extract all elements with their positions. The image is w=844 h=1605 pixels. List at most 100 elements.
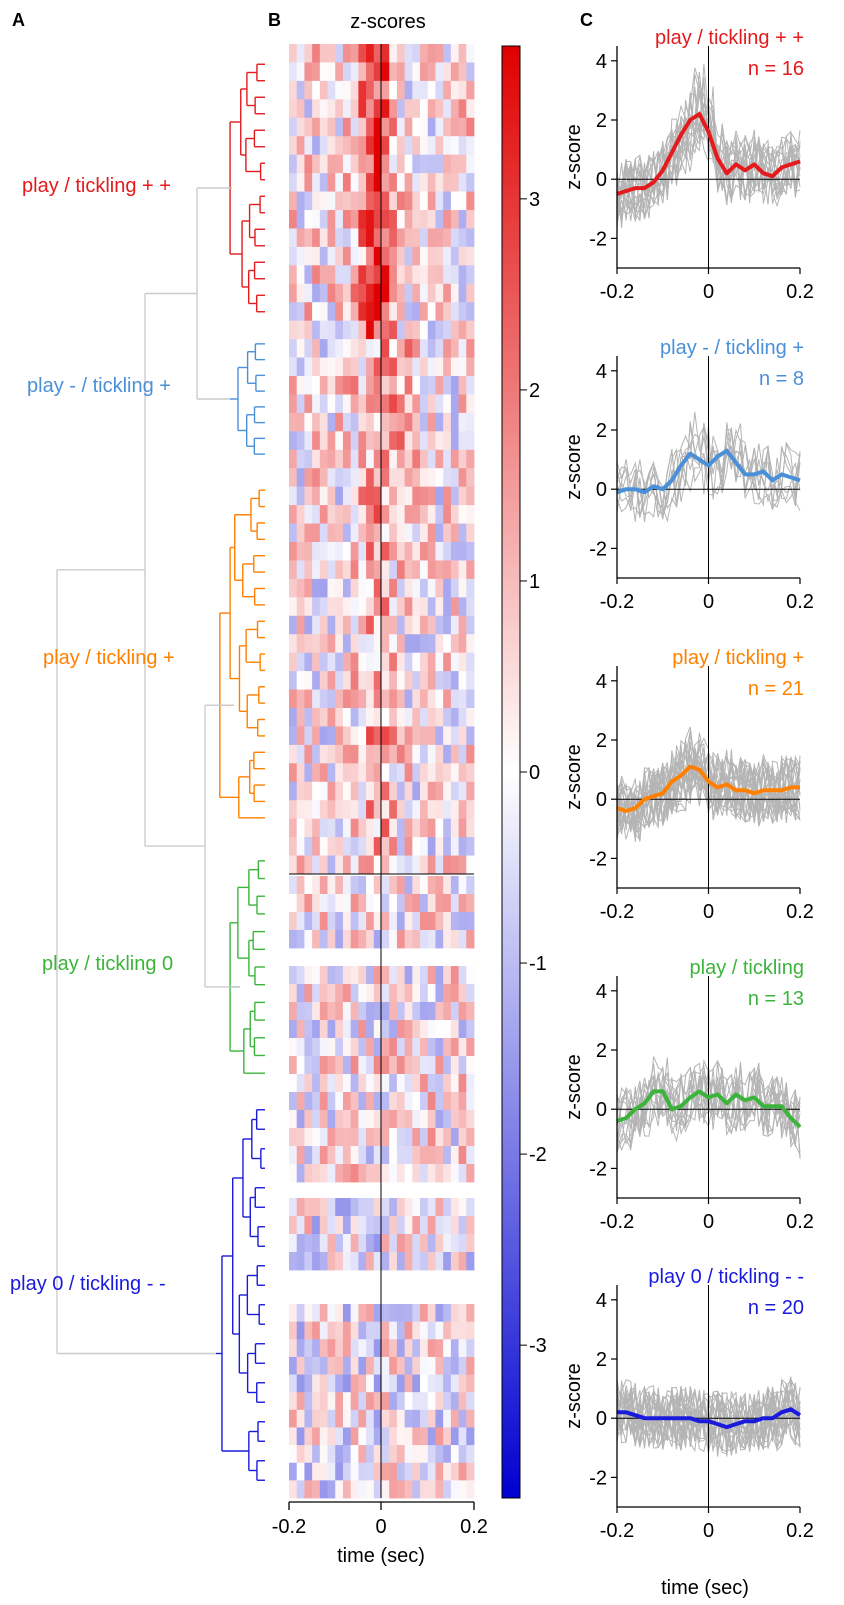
heatmap-cell xyxy=(342,265,352,285)
heatmap-cell xyxy=(342,246,352,266)
heatmap-cell xyxy=(289,1427,298,1446)
heatmap-cell xyxy=(335,412,344,432)
heatmap-cell xyxy=(342,1128,352,1147)
heatmap-cell xyxy=(435,781,444,801)
heatmap-cell xyxy=(350,449,359,469)
heatmap-cell xyxy=(319,984,328,1003)
heatmap-cell xyxy=(427,376,436,395)
heatmap-cell xyxy=(412,283,421,303)
heatmap-cell xyxy=(420,1392,429,1411)
heatmap-cell xyxy=(373,136,382,156)
heatmap-cell xyxy=(366,966,375,985)
heatmap-cell xyxy=(304,615,313,635)
heatmap-cell xyxy=(319,1462,328,1481)
heatmap-cell xyxy=(443,228,452,248)
heatmap-cell xyxy=(466,117,475,137)
heatmap-cell xyxy=(319,62,328,82)
heatmap-cell xyxy=(342,1339,352,1358)
heatmap-cell xyxy=(420,468,429,488)
heatmap-cell xyxy=(443,1128,452,1147)
heatmap-cell xyxy=(458,1216,467,1235)
heatmap-cell xyxy=(289,246,298,266)
heatmap-title: z-scores xyxy=(350,11,426,33)
heatmap-cell xyxy=(396,578,406,598)
heatmap-cell xyxy=(289,339,298,358)
heatmap-cell xyxy=(466,1480,475,1499)
heatmap-cell xyxy=(373,1020,382,1039)
heatmap-cell xyxy=(389,1128,398,1147)
heatmap-cell xyxy=(350,1056,359,1075)
heatmap-cell xyxy=(450,357,459,377)
heatmap-cell xyxy=(435,320,444,340)
heatmap-cell xyxy=(420,62,429,82)
heatmap-cell xyxy=(435,726,444,746)
heatmap-cell xyxy=(404,1038,413,1057)
heatmap-cell xyxy=(335,800,344,820)
heatmap-cell xyxy=(312,357,321,377)
heatmap-cell xyxy=(289,652,298,672)
heatmap-cell xyxy=(450,1128,459,1147)
heatmap-cell xyxy=(450,708,459,727)
heatmap-cell xyxy=(366,726,375,746)
heatmap-cell xyxy=(458,1304,467,1323)
heatmap-cell xyxy=(289,837,298,856)
heatmap-cell xyxy=(335,1445,344,1464)
heatmap-cell xyxy=(296,818,305,838)
heatmap-cell xyxy=(296,1356,305,1375)
heatmap-cell xyxy=(389,173,398,192)
heatmap-cell xyxy=(335,1002,344,1021)
heatmap-cell xyxy=(312,1146,321,1165)
y-tick-label: -2 xyxy=(589,1467,607,1489)
heatmap-cell xyxy=(373,394,382,414)
heatmap-cell xyxy=(420,486,429,506)
heatmap-cell xyxy=(304,357,313,377)
heatmap-cell xyxy=(327,1164,336,1183)
heatmap-cell xyxy=(319,1074,328,1093)
heatmap-cell xyxy=(381,578,390,598)
heatmap-cell xyxy=(366,689,375,709)
heatmap-cell xyxy=(319,486,328,506)
heatmap-cell xyxy=(312,1216,321,1235)
heatmap-cell xyxy=(289,1146,298,1165)
heatmap-cell xyxy=(412,468,421,488)
heatmap-cell xyxy=(450,800,459,820)
heatmap-cell xyxy=(327,634,336,654)
heatmap-cell xyxy=(435,62,444,82)
heatmap-cell xyxy=(412,726,421,746)
y-tick-label: 2 xyxy=(596,1349,607,1371)
colorbar-tick-label: 1 xyxy=(529,571,540,593)
heatmap-cell xyxy=(420,708,429,727)
heatmap-cell xyxy=(404,412,413,432)
heatmap-cell xyxy=(404,228,413,248)
heatmap-cell xyxy=(342,394,352,414)
heatmap-cell xyxy=(420,283,429,303)
heatmap-cell xyxy=(466,1146,475,1165)
heatmap-cell xyxy=(319,1198,328,1217)
heatmap-cell xyxy=(335,689,344,709)
heatmap-cell xyxy=(373,1409,382,1428)
heatmap-cell xyxy=(381,726,390,746)
heatmap-cell xyxy=(458,1038,467,1057)
heatmap-cell xyxy=(427,523,436,543)
heatmap-cell xyxy=(373,1304,382,1323)
heatmap-cell xyxy=(358,781,367,801)
heatmap-cell xyxy=(420,1128,429,1147)
heatmap-cell xyxy=(304,597,313,617)
heatmap-cell xyxy=(435,966,444,985)
heatmap-cell xyxy=(289,265,298,285)
heatmap-cell xyxy=(396,523,406,543)
heatmap-cell xyxy=(466,394,475,414)
heatmap-cell xyxy=(296,80,305,100)
heatmap-cell xyxy=(312,44,321,63)
heatmap-cell xyxy=(312,800,321,820)
heatmap-cell xyxy=(304,117,313,137)
heatmap-cell xyxy=(381,228,390,248)
dendrogram xyxy=(56,63,265,1481)
heatmap-cell xyxy=(342,1020,352,1039)
heatmap-cell xyxy=(458,1409,467,1428)
heatmap-cell xyxy=(466,1002,475,1021)
heatmap-cell xyxy=(420,744,429,764)
heatmap-cell xyxy=(335,781,344,801)
heatmap-cell xyxy=(435,1374,444,1393)
heatmap-cell xyxy=(296,302,305,322)
